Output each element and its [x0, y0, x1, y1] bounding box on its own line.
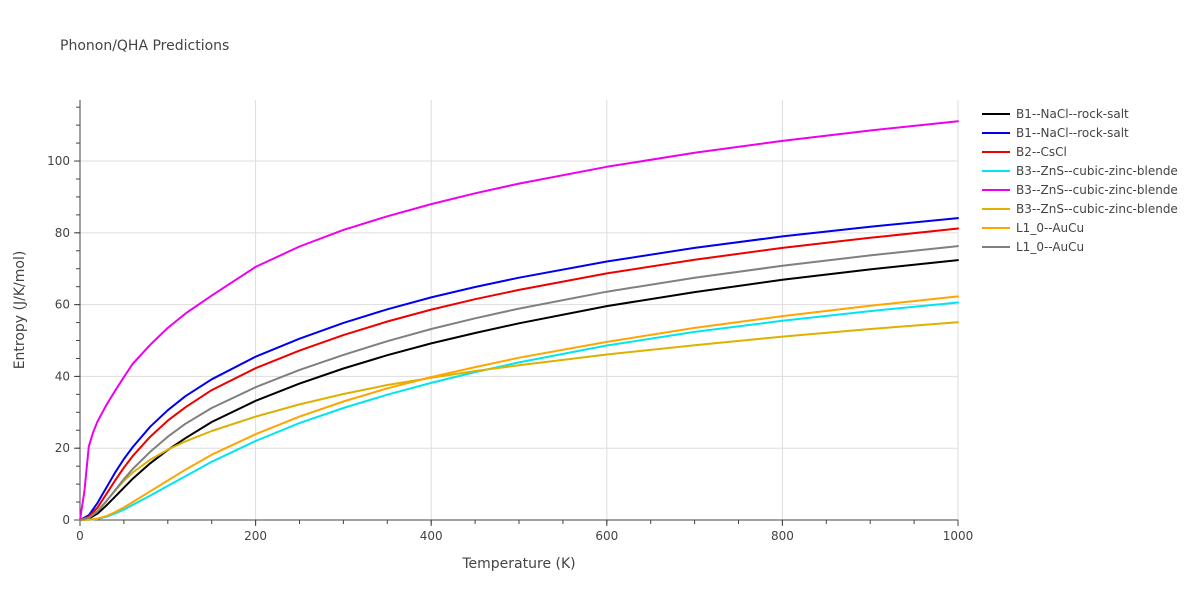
y-tick-label: 0	[62, 513, 70, 527]
legend-label: B3--ZnS--cubic-zinc-blende	[1016, 183, 1178, 197]
legend-item[interactable]: B2--CsCl	[982, 145, 1067, 159]
y-tick-label: 80	[55, 226, 70, 240]
legend-label: B1--NaCl--rock-salt	[1016, 107, 1129, 121]
x-tick-label: 0	[76, 529, 84, 543]
x-tick-label: 400	[420, 529, 443, 543]
x-tick-label: 200	[244, 529, 267, 543]
y-axis-title: Entropy (J/K/mol)	[12, 251, 28, 370]
legend-item[interactable]: B3--ZnS--cubic-zinc-blende	[982, 183, 1178, 197]
series-layer	[79, 120, 959, 521]
y-tick-label: 40	[55, 369, 70, 383]
legend-label: B3--ZnS--cubic-zinc-blende	[1016, 164, 1178, 178]
series-line-8	[79, 245, 959, 521]
legend-item[interactable]: B1--NaCl--rock-salt	[982, 107, 1129, 121]
legend-label: B3--ZnS--cubic-zinc-blende	[1016, 202, 1178, 216]
series-line-4	[79, 301, 959, 521]
legend-label: B2--CsCl	[1016, 145, 1067, 159]
legend: B1--NaCl--rock-salt B1--NaCl--rock-salt B2…	[982, 107, 1178, 254]
series-line-1	[79, 259, 959, 521]
x-tick-label: 600	[595, 529, 618, 543]
x-tick-label: 1000	[943, 529, 974, 543]
legend-item[interactable]: B1--NaCl--rock-salt	[982, 126, 1129, 140]
legend-label: L1_0--AuCu	[1016, 240, 1084, 254]
y-tick-label: 100	[47, 154, 70, 168]
legend-label: B1--NaCl--rock-salt	[1016, 126, 1129, 140]
legend-item[interactable]: L1_0--AuCu	[982, 221, 1084, 235]
y-tick-label: 60	[55, 298, 70, 312]
legend-label: L1_0--AuCu	[1016, 221, 1084, 235]
x-tick-label: 800	[771, 529, 794, 543]
series-line-5	[79, 120, 959, 521]
chart-title: Phonon/QHA Predictions	[60, 38, 229, 54]
series-line-2	[79, 217, 959, 521]
legend-item[interactable]: L1_0--AuCu	[982, 240, 1084, 254]
axes: 0 200 400 600 800 1000 0 20 40 60 80 100	[47, 100, 973, 543]
legend-item[interactable]: B3--ZnS--cubic-zinc-blende	[982, 164, 1178, 178]
x-axis-title: Temperature (K)	[461, 556, 575, 572]
series-line-7	[79, 295, 959, 521]
y-tick-label: 20	[55, 441, 70, 455]
series-line-3	[79, 227, 959, 521]
legend-item[interactable]: B3--ZnS--cubic-zinc-blende	[982, 202, 1178, 216]
